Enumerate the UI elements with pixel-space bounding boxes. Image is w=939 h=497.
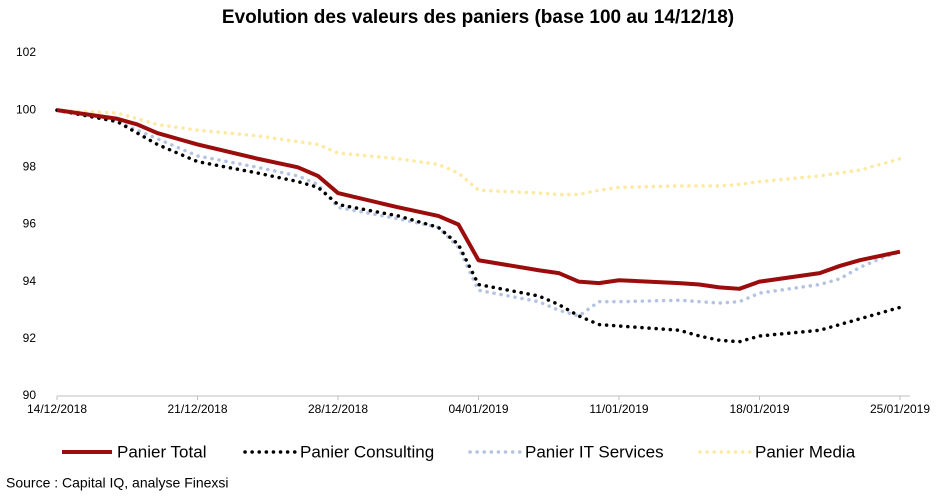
series-line (55, 108, 902, 197)
legend-label: Panier Total (117, 442, 206, 461)
x-tick-label: 18/01/2019 (729, 402, 789, 416)
y-tick-label: 90 (23, 388, 37, 402)
legend-label: Panier IT Services (525, 442, 664, 461)
series-line (56, 108, 901, 291)
x-tick-label: 28/12/2018 (308, 402, 368, 416)
series-line (55, 108, 902, 344)
series-line (55, 108, 902, 318)
y-tick-label: 102 (16, 45, 36, 59)
x-tick-label: 11/01/2019 (589, 402, 648, 416)
y-tick-label: 100 (16, 102, 36, 116)
y-tick-label: 94 (23, 274, 37, 288)
x-tick-label: 04/01/2019 (448, 402, 508, 416)
y-tick-label: 96 (23, 217, 37, 231)
source-note: Source : Capital IQ, analyse Finexsi (6, 475, 229, 491)
y-tick-label: 98 (23, 160, 37, 174)
chart-title: Evolution des valeurs des paniers (base … (222, 7, 734, 28)
legend-label: Panier Consulting (300, 442, 434, 461)
y-tick-label: 92 (23, 331, 37, 345)
x-tick-label: 25/01/2019 (870, 402, 930, 416)
legend-label: Panier Media (755, 442, 856, 461)
x-tick-label: 14/12/2018 (27, 402, 87, 416)
x-tick-label: 21/12/2018 (167, 402, 227, 416)
